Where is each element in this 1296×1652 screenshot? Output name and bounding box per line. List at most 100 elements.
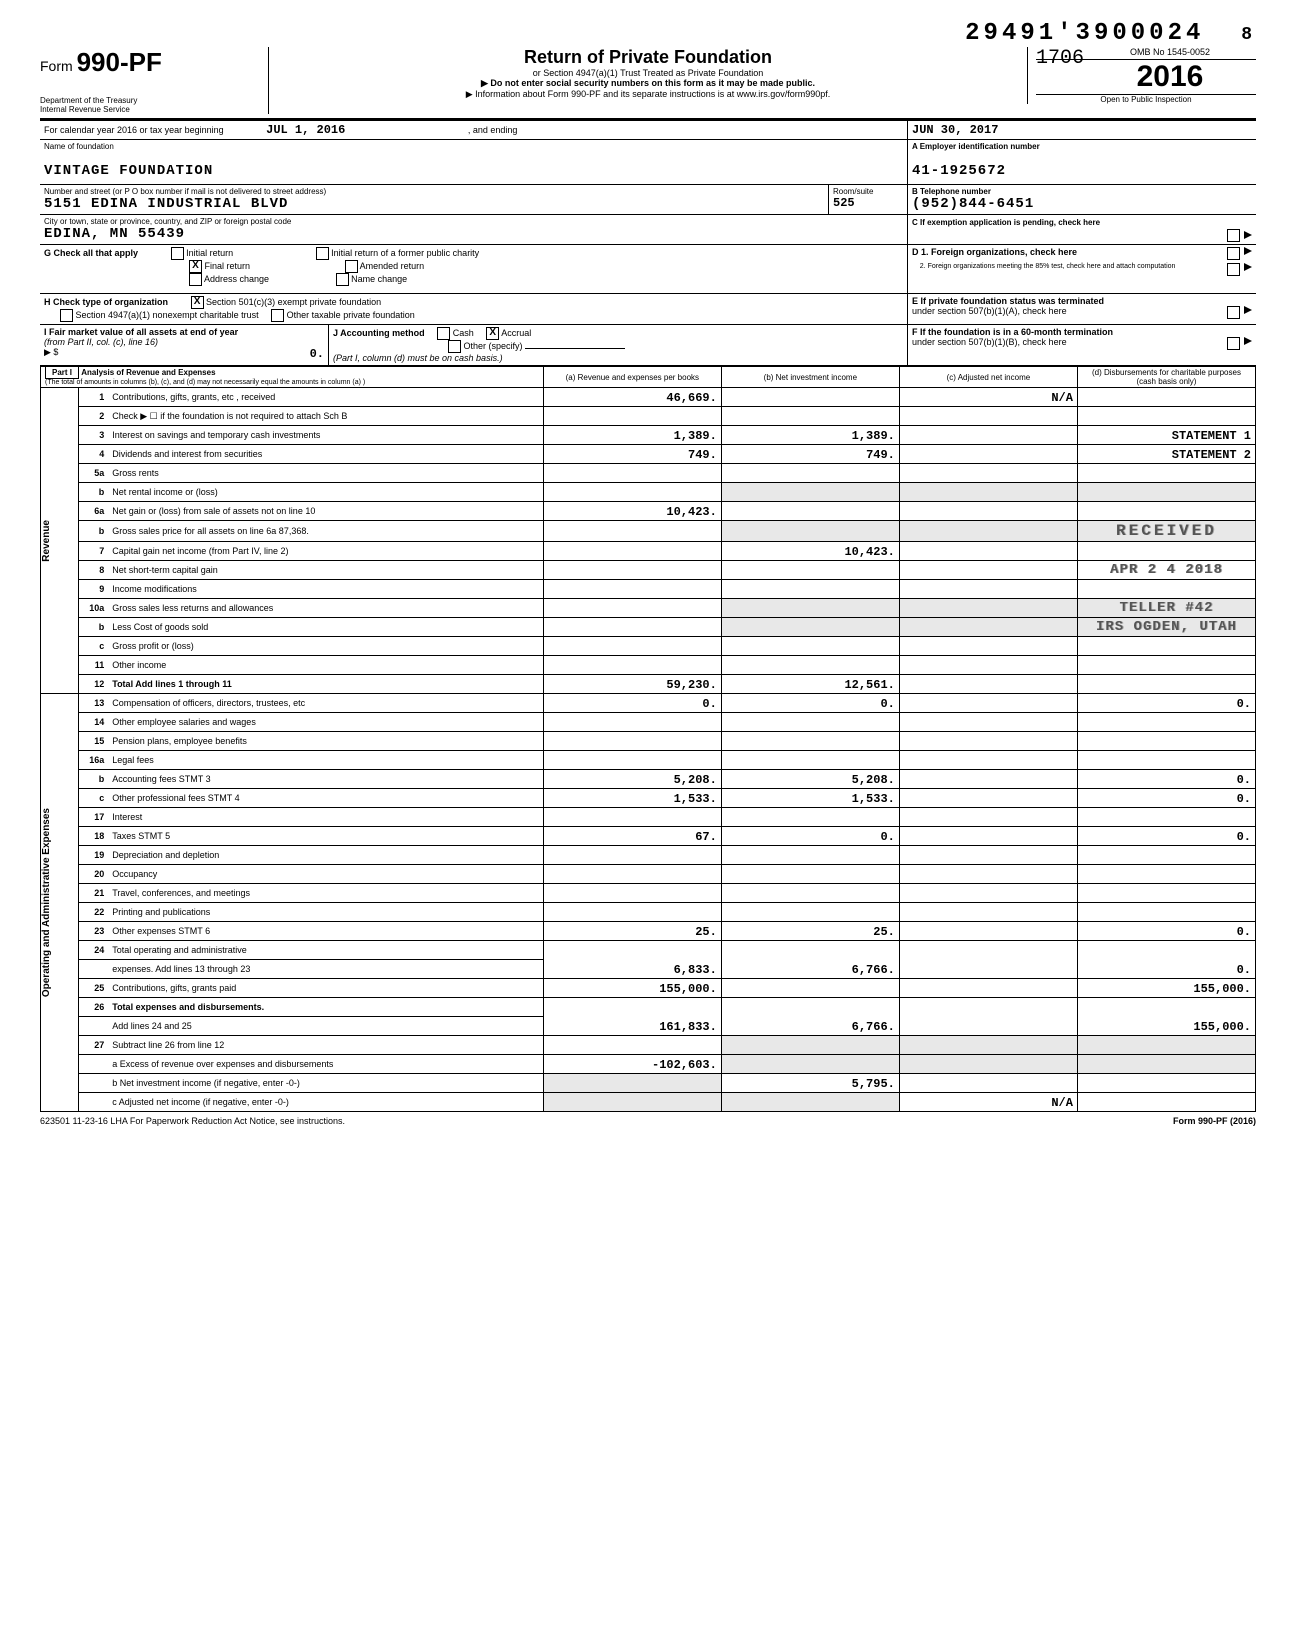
amount-cell: [1077, 483, 1255, 502]
h-opt1-checkbox[interactable]: X: [191, 296, 204, 309]
j-note: (Part I, column (d) must be on cash basi…: [333, 353, 503, 363]
h-opt3-checkbox[interactable]: [271, 309, 284, 322]
line-number: [79, 1074, 109, 1093]
phone-value: (952)844-6451: [912, 196, 1252, 212]
amount-cell: [721, 732, 899, 751]
g-addr-label: Address change: [204, 274, 269, 284]
table-row: 8Net short-term capital gainAPR 2 4 2018: [41, 561, 1256, 580]
line-number: 9: [79, 580, 109, 599]
table-row: 19Depreciation and depletion: [41, 846, 1256, 865]
table-row: 7Capital gain net income (from Part IV, …: [41, 542, 1256, 561]
line-description: Gross rents: [108, 464, 543, 483]
line-number: [79, 960, 109, 979]
footer-right: Form 990-PF (2016): [1173, 1116, 1256, 1126]
amount-cell: [1077, 998, 1255, 1017]
line-description: Check ▶ ☐ if the foundation is not requi…: [108, 407, 543, 426]
amount-cell: 25.: [721, 922, 899, 941]
line-description: Contributions, gifts, grants, etc , rece…: [108, 388, 543, 407]
foundation-name: VINTAGE FOUNDATION: [44, 163, 903, 179]
table-row: cGross profit or (loss): [41, 637, 1256, 656]
amount-cell: [543, 808, 721, 827]
amount-cell: 1,389.: [721, 426, 899, 445]
table-row: 6aNet gain or (loss) from sale of assets…: [41, 502, 1256, 521]
line-number: 4: [79, 445, 109, 464]
amount-cell: [721, 599, 899, 618]
amount-cell: 0.: [1077, 694, 1255, 713]
g-final-checkbox[interactable]: X: [189, 260, 202, 273]
subtitle-3: ▶ Information about Form 990-PF and its …: [279, 89, 1017, 100]
line-number: 11: [79, 656, 109, 675]
d2-checkbox[interactable]: [1227, 263, 1240, 276]
i-arrow: ▶ $: [44, 347, 58, 357]
amount-cell: 0.: [1077, 770, 1255, 789]
j-cash-checkbox[interactable]: [437, 327, 450, 340]
line-description: Printing and publications: [108, 903, 543, 922]
ein-label: A Employer identification number: [912, 142, 1252, 151]
line-number: 1: [79, 388, 109, 407]
amount-cell: [899, 770, 1077, 789]
amount-cell: [899, 521, 1077, 542]
table-row: 16aLegal fees: [41, 751, 1256, 770]
amount-cell: [543, 1036, 721, 1055]
period-end: JUN 30, 2017: [912, 123, 998, 137]
table-row: bAccounting fees STMT 35,208.5,208.0.: [41, 770, 1256, 789]
table-row: 17Interest: [41, 808, 1256, 827]
amount-cell: [543, 599, 721, 618]
g-name-checkbox[interactable]: [336, 273, 349, 286]
e-checkbox[interactable]: [1227, 306, 1240, 319]
g-amended-checkbox[interactable]: [345, 260, 358, 273]
line-description: Gross sales price for all assets on line…: [108, 521, 543, 542]
amount-cell: [1077, 941, 1255, 960]
line-number: [79, 1093, 109, 1112]
d1-checkbox[interactable]: [1227, 247, 1240, 260]
line-number: 25: [79, 979, 109, 998]
g-initial-former-label: Initial return of a former public charit…: [331, 248, 479, 258]
amount-cell: [721, 998, 899, 1017]
expenses-section-label: Operating and Administrative Expenses: [41, 808, 52, 997]
h-opt2-checkbox[interactable]: [60, 309, 73, 322]
amount-cell: [721, 846, 899, 865]
amount-cell: 67.: [543, 827, 721, 846]
amount-cell: [899, 941, 1077, 960]
j-other-checkbox[interactable]: [448, 340, 461, 353]
amount-cell: [721, 1036, 899, 1055]
amount-cell: 5,795.: [721, 1074, 899, 1093]
form-title: Return of Private Foundation: [279, 47, 1017, 68]
f-checkbox[interactable]: [1227, 337, 1240, 350]
amount-cell: 1,533.: [721, 789, 899, 808]
j-accrual-checkbox[interactable]: X: [486, 327, 499, 340]
c-checkbox[interactable]: [1227, 229, 1240, 242]
dln-number: 29491'3900024 8: [40, 20, 1256, 47]
line-number: 10a: [79, 599, 109, 618]
g-initial-former-checkbox[interactable]: [316, 247, 329, 260]
amount-cell: [899, 846, 1077, 865]
amount-cell: N/A: [899, 388, 1077, 407]
g-addr-checkbox[interactable]: [189, 273, 202, 286]
line-number: 5a: [79, 464, 109, 483]
amount-cell: [899, 1055, 1077, 1074]
amount-cell: [721, 941, 899, 960]
line-description: Accounting fees STMT 3: [108, 770, 543, 789]
line-number: 18: [79, 827, 109, 846]
line-number: b: [79, 483, 109, 502]
g-initial-checkbox[interactable]: [171, 247, 184, 260]
amount-cell: [721, 1055, 899, 1074]
line-description: Contributions, gifts, grants paid: [108, 979, 543, 998]
line-number: b: [79, 521, 109, 542]
amount-cell: 59,230.: [543, 675, 721, 694]
table-row: 14Other employee salaries and wages: [41, 713, 1256, 732]
amount-cell: [721, 561, 899, 580]
line-description: Interest on savings and temporary cash i…: [108, 426, 543, 445]
amount-cell: [1077, 751, 1255, 770]
line-description: Occupancy: [108, 865, 543, 884]
amount-cell: 0.: [1077, 922, 1255, 941]
form-label: Form: [40, 58, 73, 74]
line-number: 24: [79, 941, 109, 960]
g-initial-label: Initial return: [186, 248, 233, 258]
subtitle-2: ▶ Do not enter social security numbers o…: [279, 78, 1017, 89]
line-description: a Excess of revenue over expenses and di…: [108, 1055, 543, 1074]
line-description: Other employee salaries and wages: [108, 713, 543, 732]
amount-cell: [1077, 1074, 1255, 1093]
table-row: c Adjusted net income (if negative, ente…: [41, 1093, 1256, 1112]
amount-cell: [543, 713, 721, 732]
